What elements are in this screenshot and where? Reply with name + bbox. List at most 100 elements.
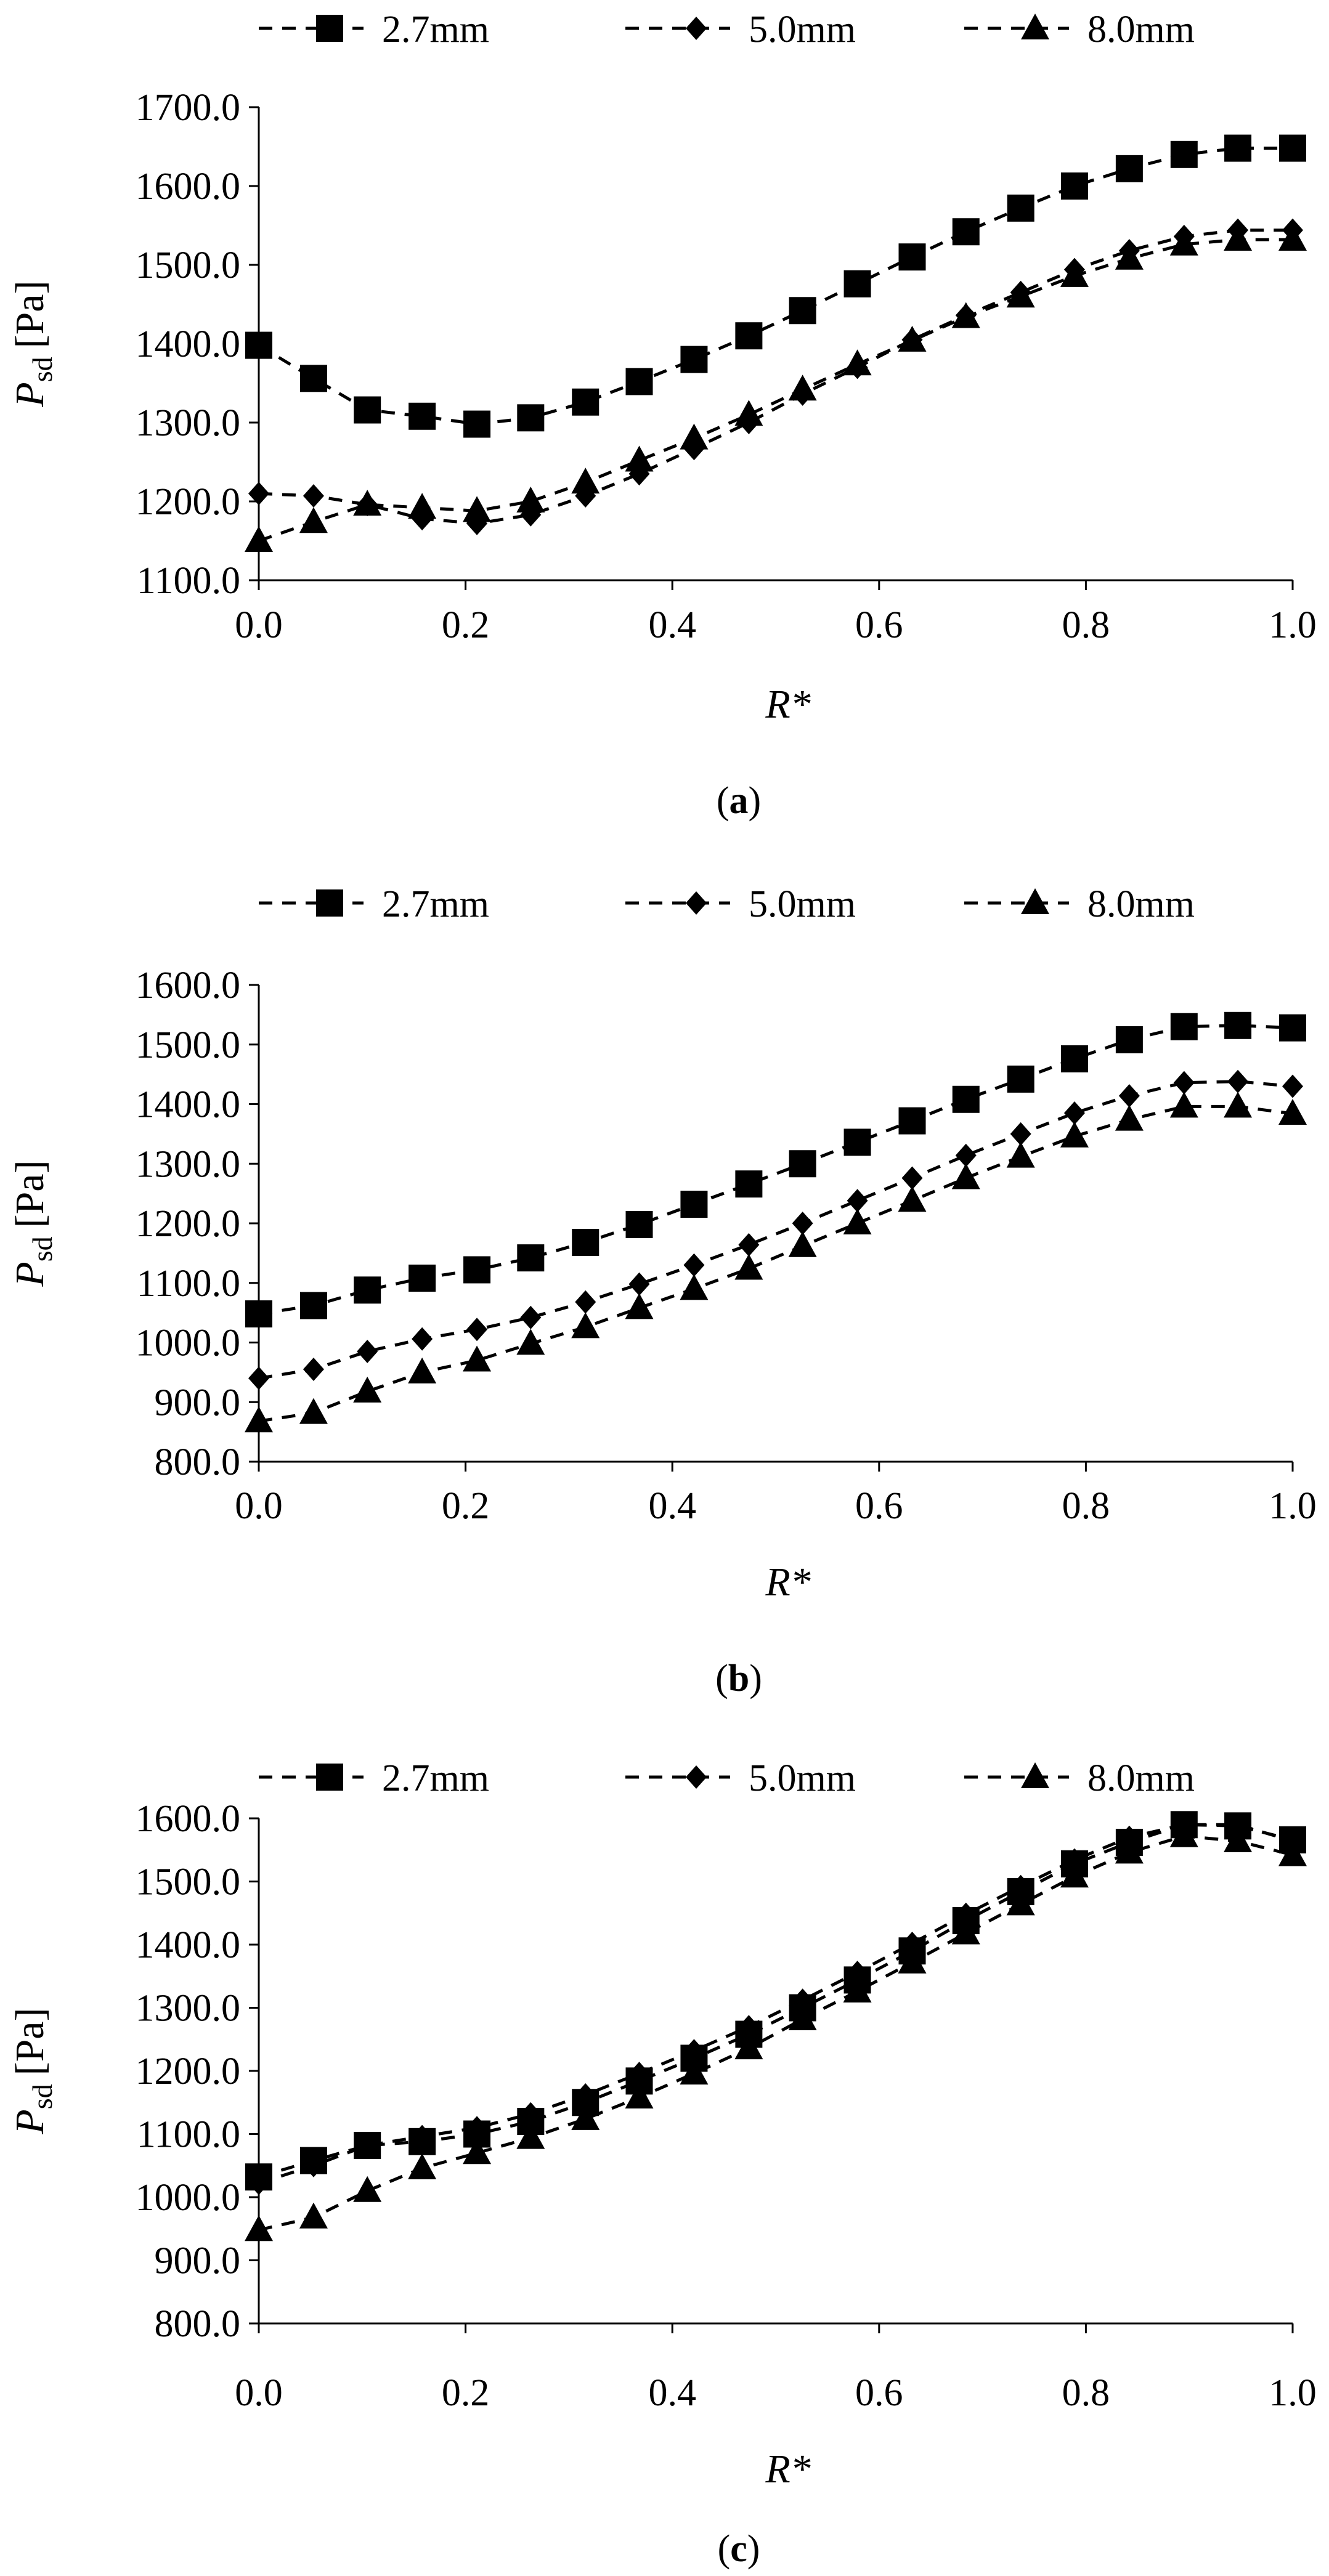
data-point	[628, 1272, 650, 1296]
subfigure-label: (a)	[717, 780, 761, 822]
subfigure-letter: a	[730, 780, 749, 822]
data-point	[1006, 281, 1035, 308]
data-point	[788, 2004, 817, 2030]
data-point	[303, 1358, 324, 1382]
x-tick-label: 0.6	[855, 1485, 903, 1527]
series-line	[258, 238, 1293, 543]
legend-item-5.0mm: 5.0mm	[625, 883, 856, 925]
y-tick-label: 1400.0	[136, 323, 241, 365]
chart-panel-a: 2.7mm 5.0mm 8.0mm 1100.0 1200.0 1300.0 1400.0 1…	[7, 9, 1317, 822]
data-point	[245, 331, 272, 359]
data-point	[354, 396, 381, 424]
x-axis-label: R*	[765, 1560, 810, 1605]
y-axis-label-sub: sd	[26, 2084, 58, 2109]
data-point	[680, 1274, 709, 1300]
data-point	[843, 1128, 871, 1156]
data-point	[408, 1357, 437, 1383]
data-point	[1118, 1825, 1140, 1849]
data-point	[843, 349, 872, 376]
data-point	[901, 1931, 923, 1955]
legend-label: 2.7mm	[382, 1757, 489, 1799]
y-tick-label: 1000.0	[136, 1322, 241, 1364]
data-point	[572, 388, 599, 416]
y-tick-label: 1500.0	[136, 1861, 241, 1903]
data-point	[788, 1231, 817, 1257]
data-point	[843, 1209, 872, 1234]
data-point	[952, 1085, 980, 1113]
data-point	[571, 1312, 600, 1339]
x-axis-label: R*	[765, 682, 810, 727]
data-point	[1227, 1069, 1249, 1093]
data-point	[680, 346, 708, 373]
data-point	[1060, 1045, 1088, 1072]
series-line	[258, 1823, 1293, 2179]
data-point	[248, 482, 269, 506]
data-point	[625, 445, 654, 472]
y-tick-label: 1500.0	[136, 245, 241, 286]
data-point	[1060, 172, 1088, 200]
data-point	[516, 487, 545, 512]
legend: 2.7mm 5.0mm 8.0mm	[259, 9, 1195, 51]
x-tick-label: 0.0	[235, 604, 283, 646]
legend-marker-triangle	[1021, 888, 1049, 914]
x-tick-label: 0.4	[648, 1485, 696, 1527]
data-point	[299, 507, 328, 533]
data-point	[1060, 1121, 1089, 1148]
y-tick-label: 1200.0	[136, 481, 241, 523]
legend-marker-square	[316, 15, 343, 42]
data-point	[1173, 1071, 1195, 1095]
legend-item-2.7mm: 2.7mm	[259, 1757, 489, 1799]
series-5.0mm	[248, 218, 1303, 535]
data-point	[353, 490, 382, 516]
data-point	[738, 1233, 760, 1257]
subfigure-label: (c)	[718, 2528, 760, 2570]
data-point	[1115, 243, 1144, 270]
legend-item-8.0mm: 8.0mm	[964, 883, 1195, 925]
legend-marker-diamond	[686, 17, 707, 40]
x-axis-label: R*	[765, 2447, 810, 2492]
legend-item-8.0mm: 8.0mm	[964, 1757, 1195, 1799]
data-point	[517, 1244, 545, 1272]
data-point	[1278, 1840, 1307, 1866]
data-point	[898, 1107, 926, 1135]
data-point	[789, 297, 816, 325]
y-axis-label-unit: [Pa]	[7, 2007, 52, 2075]
data-point	[1010, 1874, 1031, 1898]
data-point	[463, 410, 491, 438]
legend-item-5.0mm: 5.0mm	[625, 1757, 856, 1799]
x-tick-label: 1.0	[1269, 2372, 1317, 2414]
data-point	[951, 1163, 980, 1189]
x-tick-label: 0.4	[648, 604, 696, 646]
data-point	[1282, 1074, 1303, 1098]
subfigure-paren-open: (	[718, 2528, 731, 2570]
data-point	[847, 1961, 868, 1985]
legend-label: 8.0mm	[1087, 9, 1195, 51]
data-point	[734, 400, 763, 426]
data-point	[571, 2104, 600, 2130]
data-point	[843, 270, 871, 298]
data-point	[299, 1292, 327, 1319]
data-point	[520, 2102, 542, 2126]
data-point	[245, 2215, 273, 2242]
data-point	[517, 404, 545, 432]
data-point	[357, 1340, 378, 1364]
data-point	[734, 2033, 763, 2060]
data-point	[951, 1918, 980, 1945]
y-tick-label: 800.0	[155, 1441, 241, 1483]
data-point	[245, 526, 273, 552]
data-point	[1170, 1013, 1198, 1040]
legend-label: 8.0mm	[1087, 1757, 1195, 1799]
data-point	[792, 1988, 813, 2012]
x-tick-label: 0.2	[442, 604, 490, 646]
y-tick-label: 1100.0	[137, 2114, 240, 2156]
y-axis-label-sub: sd	[26, 357, 58, 382]
x-tick-label: 0.2	[442, 1485, 490, 1527]
data-point	[1060, 1861, 1089, 1888]
data-point	[1006, 1141, 1035, 1168]
data-point	[735, 1170, 763, 1198]
data-point	[299, 2202, 328, 2229]
data-point	[1169, 1821, 1198, 1847]
data-point	[1006, 1889, 1035, 1916]
data-point	[788, 375, 817, 401]
data-point	[516, 2123, 545, 2149]
